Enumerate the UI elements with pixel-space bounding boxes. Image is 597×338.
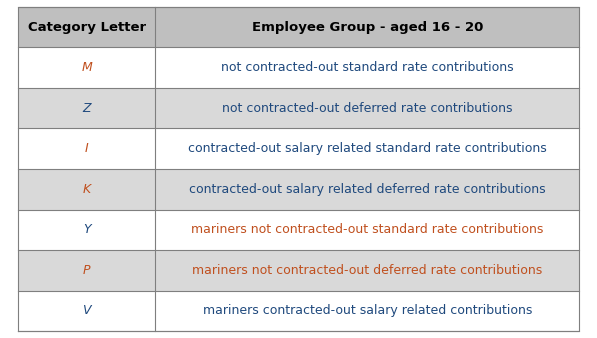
Bar [18, 47, 155, 88]
Text: mariners contracted-out salary related contributions: mariners contracted-out salary related c… [202, 305, 532, 317]
Text: P: P [83, 264, 90, 277]
Text: not contracted-out deferred rate contributions: not contracted-out deferred rate contrib… [222, 102, 512, 115]
Bar [155, 169, 579, 210]
Bar [18, 169, 155, 210]
Text: contracted-out salary related standard rate contributions: contracted-out salary related standard r… [188, 142, 547, 155]
Bar [18, 88, 155, 128]
Bar [155, 291, 579, 331]
Text: V: V [82, 305, 91, 317]
Bar [18, 250, 155, 291]
Text: Y: Y [83, 223, 91, 236]
Text: K: K [82, 183, 91, 196]
Text: I: I [85, 142, 88, 155]
Bar [155, 210, 579, 250]
Text: Employee Group - aged 16 - 20: Employee Group - aged 16 - 20 [251, 21, 483, 33]
Bar [155, 250, 579, 291]
Bar [155, 128, 579, 169]
Text: M: M [81, 61, 92, 74]
Text: Category Letter: Category Letter [27, 21, 146, 33]
Text: mariners not contracted-out deferred rate contributions: mariners not contracted-out deferred rat… [192, 264, 542, 277]
Bar [155, 47, 579, 88]
Bar [18, 291, 155, 331]
Bar [155, 7, 579, 47]
Bar [18, 210, 155, 250]
Bar [155, 88, 579, 128]
Bar [18, 128, 155, 169]
Bar [18, 7, 155, 47]
Text: Z: Z [82, 102, 91, 115]
Text: not contracted-out standard rate contributions: not contracted-out standard rate contrib… [221, 61, 513, 74]
Text: contracted-out salary related deferred rate contributions: contracted-out salary related deferred r… [189, 183, 546, 196]
Text: mariners not contracted-out standard rate contributions: mariners not contracted-out standard rat… [191, 223, 543, 236]
